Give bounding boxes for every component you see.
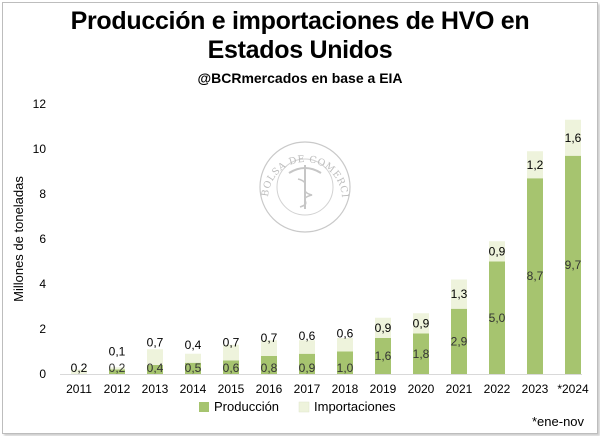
y-tick-label: 2 bbox=[39, 322, 46, 336]
data-label-importaciones: 1,2 bbox=[527, 158, 544, 172]
bar-importaciones bbox=[185, 353, 201, 363]
data-label-produccion: 1,8 bbox=[413, 347, 430, 361]
bar-produccion bbox=[223, 360, 239, 374]
y-tick-label: 8 bbox=[39, 187, 46, 201]
bar-importaciones bbox=[527, 151, 543, 179]
bar-importaciones bbox=[109, 367, 125, 370]
watermark-emblem-snake bbox=[297, 178, 313, 208]
bar-importaciones bbox=[261, 340, 277, 356]
data-label-importaciones: 0,9 bbox=[413, 316, 430, 330]
y-tick-label: 0 bbox=[39, 367, 46, 381]
x-tick-label: 2021 bbox=[446, 382, 473, 396]
bar-importaciones bbox=[451, 279, 467, 309]
watermark-seal-inner bbox=[276, 158, 334, 216]
data-label-importaciones: 0,6 bbox=[299, 329, 316, 343]
bar-importaciones bbox=[299, 340, 315, 354]
legend-swatch-importaciones bbox=[298, 401, 310, 413]
bar-produccion bbox=[375, 338, 391, 374]
x-tick-label: 2023 bbox=[522, 382, 549, 396]
bar-produccion bbox=[527, 178, 543, 374]
bar-importaciones bbox=[337, 338, 353, 352]
bar-produccion bbox=[147, 365, 163, 374]
y-tick-label: 10 bbox=[33, 142, 47, 156]
y-axis-label: Millones de toneladas bbox=[11, 176, 26, 302]
bar-importaciones bbox=[489, 241, 505, 262]
x-tick-label: *2024 bbox=[557, 382, 589, 396]
chart-subtitle: @BCRmercados en base a EIA bbox=[197, 70, 403, 86]
footnote: *ene-nov bbox=[532, 414, 585, 429]
bar-produccion bbox=[413, 333, 429, 374]
bar-produccion bbox=[109, 369, 125, 374]
data-label-produccion: 0,8 bbox=[261, 361, 278, 375]
data-label-produccion: 1,6 bbox=[375, 349, 392, 363]
bar-importaciones bbox=[565, 119, 581, 156]
data-label-importaciones: 0,2 bbox=[71, 361, 88, 375]
x-tick-label: 2015 bbox=[218, 382, 245, 396]
bar-importaciones bbox=[375, 317, 391, 338]
watermark-seal-outer bbox=[259, 141, 351, 233]
y-tick-label: 4 bbox=[39, 277, 46, 291]
x-tick-label: 2018 bbox=[332, 382, 359, 396]
data-label-produccion: 5,0 bbox=[489, 311, 506, 325]
data-label-importaciones: 0,7 bbox=[223, 336, 240, 350]
bar-importaciones bbox=[71, 369, 87, 374]
data-label-importaciones: 1,3 bbox=[451, 287, 468, 301]
data-label-produccion: 0,5 bbox=[185, 361, 202, 375]
data-label-produccion: 0,6 bbox=[223, 361, 240, 375]
bar-produccion bbox=[299, 353, 315, 374]
bar-importaciones bbox=[147, 349, 163, 365]
x-tick-label: 2019 bbox=[370, 382, 397, 396]
y-tick-label: 12 bbox=[33, 97, 47, 111]
x-tick-label: 2013 bbox=[142, 382, 169, 396]
legend-swatch-produccion bbox=[199, 402, 209, 412]
legend-label-produccion: Producción bbox=[214, 399, 279, 414]
x-tick-label: 2011 bbox=[66, 382, 92, 396]
data-label-importaciones: 0,7 bbox=[147, 335, 164, 349]
bar-produccion bbox=[451, 308, 467, 374]
x-tick-label: 2016 bbox=[256, 382, 283, 396]
bar-produccion bbox=[565, 155, 581, 374]
data-label-importaciones: 0,1 bbox=[109, 345, 126, 359]
data-label-produccion: 2,9 bbox=[451, 334, 468, 348]
chart-title-line1: Producción e importaciones de HVO en bbox=[70, 7, 530, 35]
bar-produccion bbox=[185, 362, 201, 374]
data-label-importaciones: 1,6 bbox=[565, 131, 582, 145]
x-tick-label: 2022 bbox=[484, 382, 511, 396]
data-label-produccion: 1,0 bbox=[337, 361, 354, 375]
y-tick-label: 6 bbox=[39, 232, 46, 246]
bar-produccion bbox=[489, 261, 505, 374]
data-label-importaciones: 0,9 bbox=[489, 244, 506, 258]
x-tick-label: 2020 bbox=[408, 382, 435, 396]
x-tick-label: 2012 bbox=[104, 382, 131, 396]
data-label-produccion: 0,9 bbox=[299, 361, 316, 375]
watermark-emblem-wings bbox=[288, 167, 322, 174]
data-label-produccion: 8,7 bbox=[527, 269, 544, 283]
data-label-importaciones: 0,4 bbox=[185, 338, 202, 352]
chart-title-line2: Estados Unidos bbox=[207, 36, 393, 64]
x-tick-label: 2017 bbox=[294, 382, 321, 396]
data-label-importaciones: 0,9 bbox=[375, 321, 392, 335]
data-label-produccion: 0,4 bbox=[147, 361, 164, 375]
data-label-importaciones: 0,6 bbox=[337, 327, 354, 341]
data-label-produccion: 0,2 bbox=[109, 361, 126, 375]
bar-importaciones bbox=[223, 344, 239, 361]
bar-importaciones bbox=[413, 313, 429, 334]
bar-produccion bbox=[261, 356, 277, 374]
x-tick-label: 2014 bbox=[180, 382, 207, 396]
data-label-importaciones: 0,7 bbox=[261, 331, 278, 345]
bar-produccion bbox=[337, 351, 353, 374]
legend-label-importaciones: Importaciones bbox=[314, 399, 396, 414]
data-label-produccion: 9,7 bbox=[565, 258, 582, 272]
